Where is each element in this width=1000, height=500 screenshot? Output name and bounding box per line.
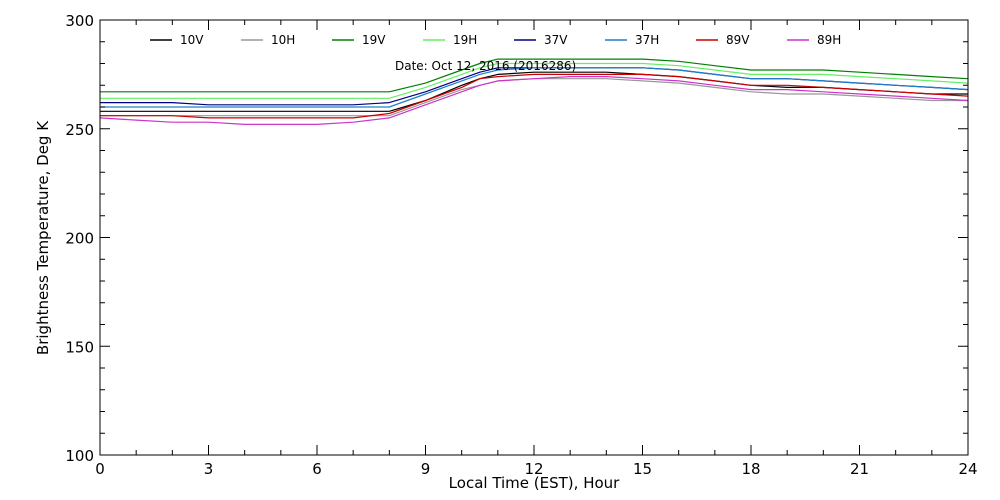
y-tick-label-200: 200 bbox=[65, 230, 94, 248]
y-tick-label-100: 100 bbox=[65, 447, 94, 465]
series-line-19h bbox=[100, 62, 969, 99]
legend: 10V 10H 19V 19H 37V 37H 89V 89H bbox=[150, 33, 841, 47]
x-tick-label-18: 18 bbox=[741, 460, 760, 478]
legend-label-19h: 19H bbox=[453, 33, 477, 47]
legend-label-19v: 19V bbox=[362, 33, 386, 47]
legend-label-89h: 89H bbox=[817, 33, 841, 47]
x-tick-label-12: 12 bbox=[524, 460, 543, 478]
legend-label-10v: 10V bbox=[180, 33, 204, 47]
ticks-layer: 0 3 6 9 12 15 18 21 24 100 150 200 250 300 bbox=[65, 12, 977, 478]
date-annotation: Date: Oct 12, 2016 (2016286) bbox=[395, 59, 576, 73]
legend-label-37v: 37V bbox=[544, 33, 568, 47]
x-tick-label-15: 15 bbox=[633, 460, 652, 478]
legend-label-10h: 10H bbox=[271, 33, 295, 47]
x-tick-label-21: 21 bbox=[850, 460, 869, 478]
legend-label-37h: 37H bbox=[635, 33, 659, 47]
x-tick-label-0: 0 bbox=[95, 460, 105, 478]
x-tick-label-6: 6 bbox=[312, 460, 322, 478]
legend-label-89v: 89V bbox=[726, 33, 750, 47]
y-tick-label-300: 300 bbox=[65, 12, 94, 30]
series-line-37h bbox=[100, 67, 969, 108]
plot-frame bbox=[99, 19, 969, 456]
y-tick-label-250: 250 bbox=[65, 121, 94, 139]
y-axis-title: Brightness Temperature, Deg K bbox=[34, 120, 52, 355]
series-line-89v bbox=[100, 73, 969, 119]
series-layer bbox=[99, 58, 969, 126]
series-line-37v bbox=[100, 67, 969, 106]
y-tick-label-150: 150 bbox=[65, 338, 94, 356]
series-line-10h bbox=[100, 78, 968, 117]
series-line-89h bbox=[99, 75, 969, 126]
x-tick-label-3: 3 bbox=[204, 460, 214, 478]
series-line-19v bbox=[100, 58, 969, 93]
x-tick-label-24: 24 bbox=[958, 460, 977, 478]
x-tick-label-9: 9 bbox=[421, 460, 431, 478]
x-axis-title: Local Time (EST), Hour bbox=[449, 474, 620, 492]
